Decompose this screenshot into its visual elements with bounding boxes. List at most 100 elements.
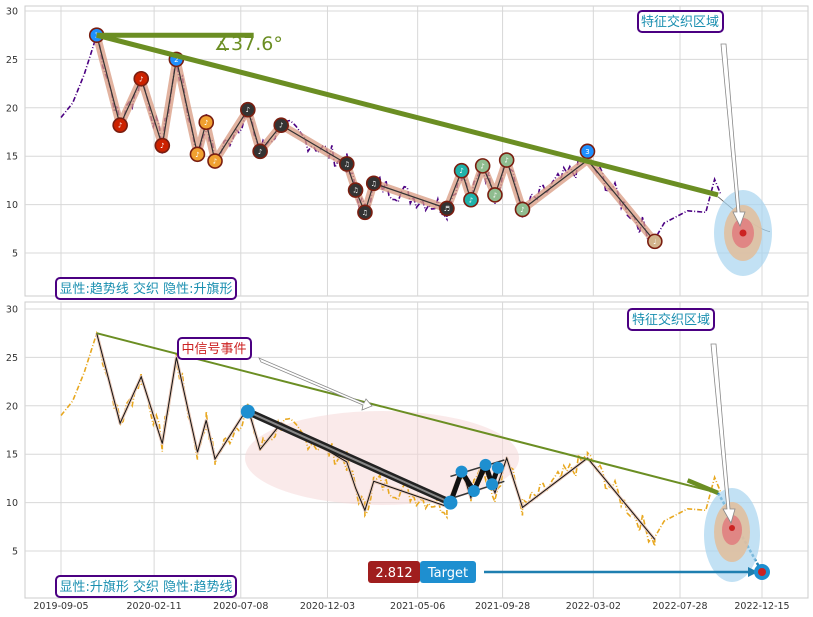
pattern-marker: ♩ [647, 233, 663, 250]
trend-line [96, 32, 719, 198]
marker-glyph: ♪ [160, 142, 164, 150]
marker-glyph: ♪ [480, 162, 484, 170]
target-point [754, 564, 770, 580]
flag-point [443, 495, 458, 510]
pattern-marker: ♪ [154, 137, 171, 154]
pattern-marker: 3 [579, 143, 596, 160]
top-y-ticks: 5 10 15 20 25 30 [6, 7, 18, 260]
marker-glyph: ♪ [139, 75, 143, 83]
bottom-arrow-signal [258, 357, 373, 411]
bottom-pattern-box [55, 575, 237, 598]
top-arrow [720, 43, 746, 228]
top-angle-label: ∡37.6° [214, 33, 283, 55]
marker-glyph: ♪ [459, 167, 463, 175]
marker-glyph: ♫ [371, 180, 377, 188]
target-value: 2.812 [375, 566, 412, 581]
pattern-marker: ♪ [207, 153, 223, 169]
marker-glyph: 2 [174, 56, 178, 64]
signal-zone [245, 411, 519, 505]
y-tick-label: 30 [6, 7, 18, 18]
y-tick-label: 5 [12, 547, 18, 558]
bottom-target-ellipse [704, 488, 760, 582]
pattern-marker: ♪ [273, 117, 289, 134]
marker-glyph: 3 [585, 148, 589, 156]
pattern-marker: ♪ [498, 152, 515, 168]
pattern-marker: ♪ [487, 187, 503, 203]
target-label: Target [427, 566, 468, 581]
y-tick-label: 15 [6, 450, 18, 461]
x-tick-label: 2021-09-28 [475, 601, 530, 612]
x-tick-label: 2019-09-05 [33, 601, 88, 612]
marker-glyph: ♪ [520, 206, 524, 214]
x-tick-label: 2022-03-02 [566, 601, 621, 612]
y-tick-label: 30 [6, 305, 18, 316]
flag-pole-inner [247, 410, 451, 504]
top-markers: 1♪♪♪2♪♪♪♪♪♪♫♫♫♫♬♪♪♪♪♪♪3♩ [88, 27, 771, 250]
bottom-region-box [627, 308, 715, 331]
pattern-marker: ♪ [189, 146, 206, 163]
pattern-marker: ♫ [347, 182, 364, 198]
marker-glyph: ♪ [469, 196, 473, 204]
x-tick-label: 2020-12-03 [300, 601, 355, 612]
y-tick-label: 25 [6, 353, 18, 364]
x-tick-label: 2021-05-06 [390, 601, 445, 612]
y-tick-label: 25 [6, 55, 18, 66]
top-trend-line [96, 32, 719, 198]
pattern-marker: ♪ [133, 70, 150, 87]
bottom-panel: 5 10 15 20 25 30 2019-09-05 2020-02-11 2020-07-… [6, 301, 809, 612]
target-label-box [420, 561, 476, 583]
marker-glyph: ♪ [493, 191, 497, 199]
target-arrow-head [748, 567, 758, 577]
marker-glyph: ♩ [653, 238, 656, 246]
marker-glyph: ♪ [118, 122, 122, 130]
marker-glyph: ♪ [504, 157, 508, 165]
top-pattern-label: 显性:趋势线 交织 隐性:升旗形 [59, 281, 232, 297]
bottom-region-label: 特征交织区域 [632, 312, 710, 328]
marker-glyph: ♪ [279, 122, 283, 130]
target-value-box [368, 561, 420, 583]
y-tick-label: 15 [6, 152, 18, 163]
marker-glyph: ♪ [213, 158, 217, 166]
flag-point [479, 458, 492, 471]
marker-glyph: ♫ [344, 160, 350, 168]
signal-label: 中信号事件 [181, 342, 246, 357]
y-tick-label: 10 [6, 200, 18, 211]
y-tick-label: 20 [6, 401, 18, 412]
pattern-marker: ♪ [252, 143, 268, 160]
top-target-ellipse [714, 190, 772, 276]
bottom-arrow-region [710, 343, 736, 525]
top-region-label: 特征交织区域 [641, 14, 719, 30]
pattern-marker: ♪ [112, 117, 128, 134]
pattern-marker: ♪ [240, 101, 256, 118]
bottom-x-ticks: 2019-09-05 2020-02-11 2020-07-08 2020-12-03… [33, 601, 789, 612]
y-tick-label: 5 [12, 249, 18, 260]
pattern-marker: ♫ [357, 204, 373, 221]
pattern-marker: ♪ [198, 114, 215, 131]
pattern-marker: ♫ [365, 175, 382, 192]
top-plot-area [24, 5, 809, 297]
pattern-marker: ♪ [453, 162, 470, 179]
x-tick-label: 2022-12-15 [734, 601, 789, 612]
flag-point [486, 478, 499, 491]
flag-point [467, 484, 480, 497]
x-tick-label: 2020-07-08 [213, 601, 268, 612]
bottom-pattern-label: 显性:升旗形 交织 隐性:趋势线 [59, 579, 232, 595]
y-tick-label: 10 [6, 498, 18, 509]
marker-glyph: ♪ [204, 119, 208, 127]
top-region-box [637, 10, 724, 33]
signal-box [177, 337, 252, 360]
marker-glyph: ♪ [246, 106, 250, 114]
x-tick-label: 2020-02-11 [127, 601, 182, 612]
pattern-marker: ♫ [338, 156, 355, 172]
pattern-marker: ♪ [514, 201, 531, 218]
marker-glyph: ♪ [195, 151, 199, 159]
flag-point [240, 404, 255, 419]
marker-glyph: ♫ [352, 187, 358, 195]
marker-glyph: ♫ [362, 209, 368, 217]
trend-line-thick [686, 478, 719, 495]
marker-glyph: ♬ [444, 205, 450, 213]
flag-point [455, 465, 468, 478]
x-tick-label: 2022-07-28 [652, 601, 707, 612]
